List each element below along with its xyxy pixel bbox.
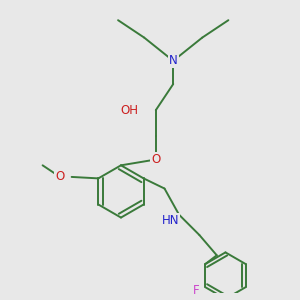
Text: OH: OH	[121, 104, 139, 117]
Text: F: F	[193, 284, 200, 297]
Text: O: O	[151, 153, 160, 166]
Text: N: N	[169, 54, 178, 67]
Text: O: O	[56, 170, 64, 183]
Text: HN: HN	[162, 214, 179, 227]
